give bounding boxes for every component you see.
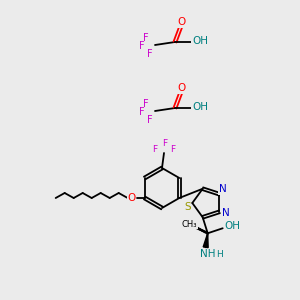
Text: F: F (139, 107, 145, 117)
Text: O: O (177, 17, 185, 27)
Text: S: S (184, 202, 190, 212)
Text: OH: OH (192, 102, 208, 112)
Text: H: H (216, 250, 223, 259)
Text: F: F (170, 145, 175, 154)
Polygon shape (203, 233, 208, 248)
Text: OH: OH (225, 221, 241, 231)
Text: N: N (222, 208, 229, 218)
Text: N: N (219, 184, 226, 194)
Text: O: O (177, 83, 185, 93)
Text: F: F (139, 41, 145, 51)
Text: F: F (143, 33, 149, 43)
Text: O: O (128, 193, 136, 203)
Text: F: F (147, 115, 153, 125)
Text: F: F (152, 145, 158, 154)
Text: CH₃: CH₃ (182, 220, 197, 229)
Text: NH: NH (200, 249, 215, 259)
Text: F: F (147, 49, 153, 59)
Text: NH: NH (200, 249, 215, 259)
Text: H: H (216, 250, 223, 259)
Text: F: F (162, 140, 168, 148)
Text: OH: OH (192, 36, 208, 46)
Text: F: F (143, 99, 149, 109)
